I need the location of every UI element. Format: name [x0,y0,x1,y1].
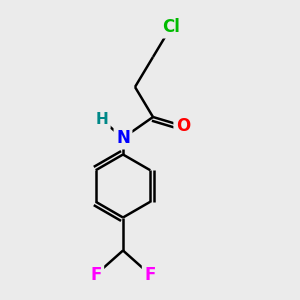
Text: N: N [116,129,130,147]
Text: F: F [144,266,156,284]
Text: F: F [90,266,102,284]
Text: Cl: Cl [162,18,180,36]
Text: O: O [176,117,190,135]
Text: H: H [96,112,108,128]
